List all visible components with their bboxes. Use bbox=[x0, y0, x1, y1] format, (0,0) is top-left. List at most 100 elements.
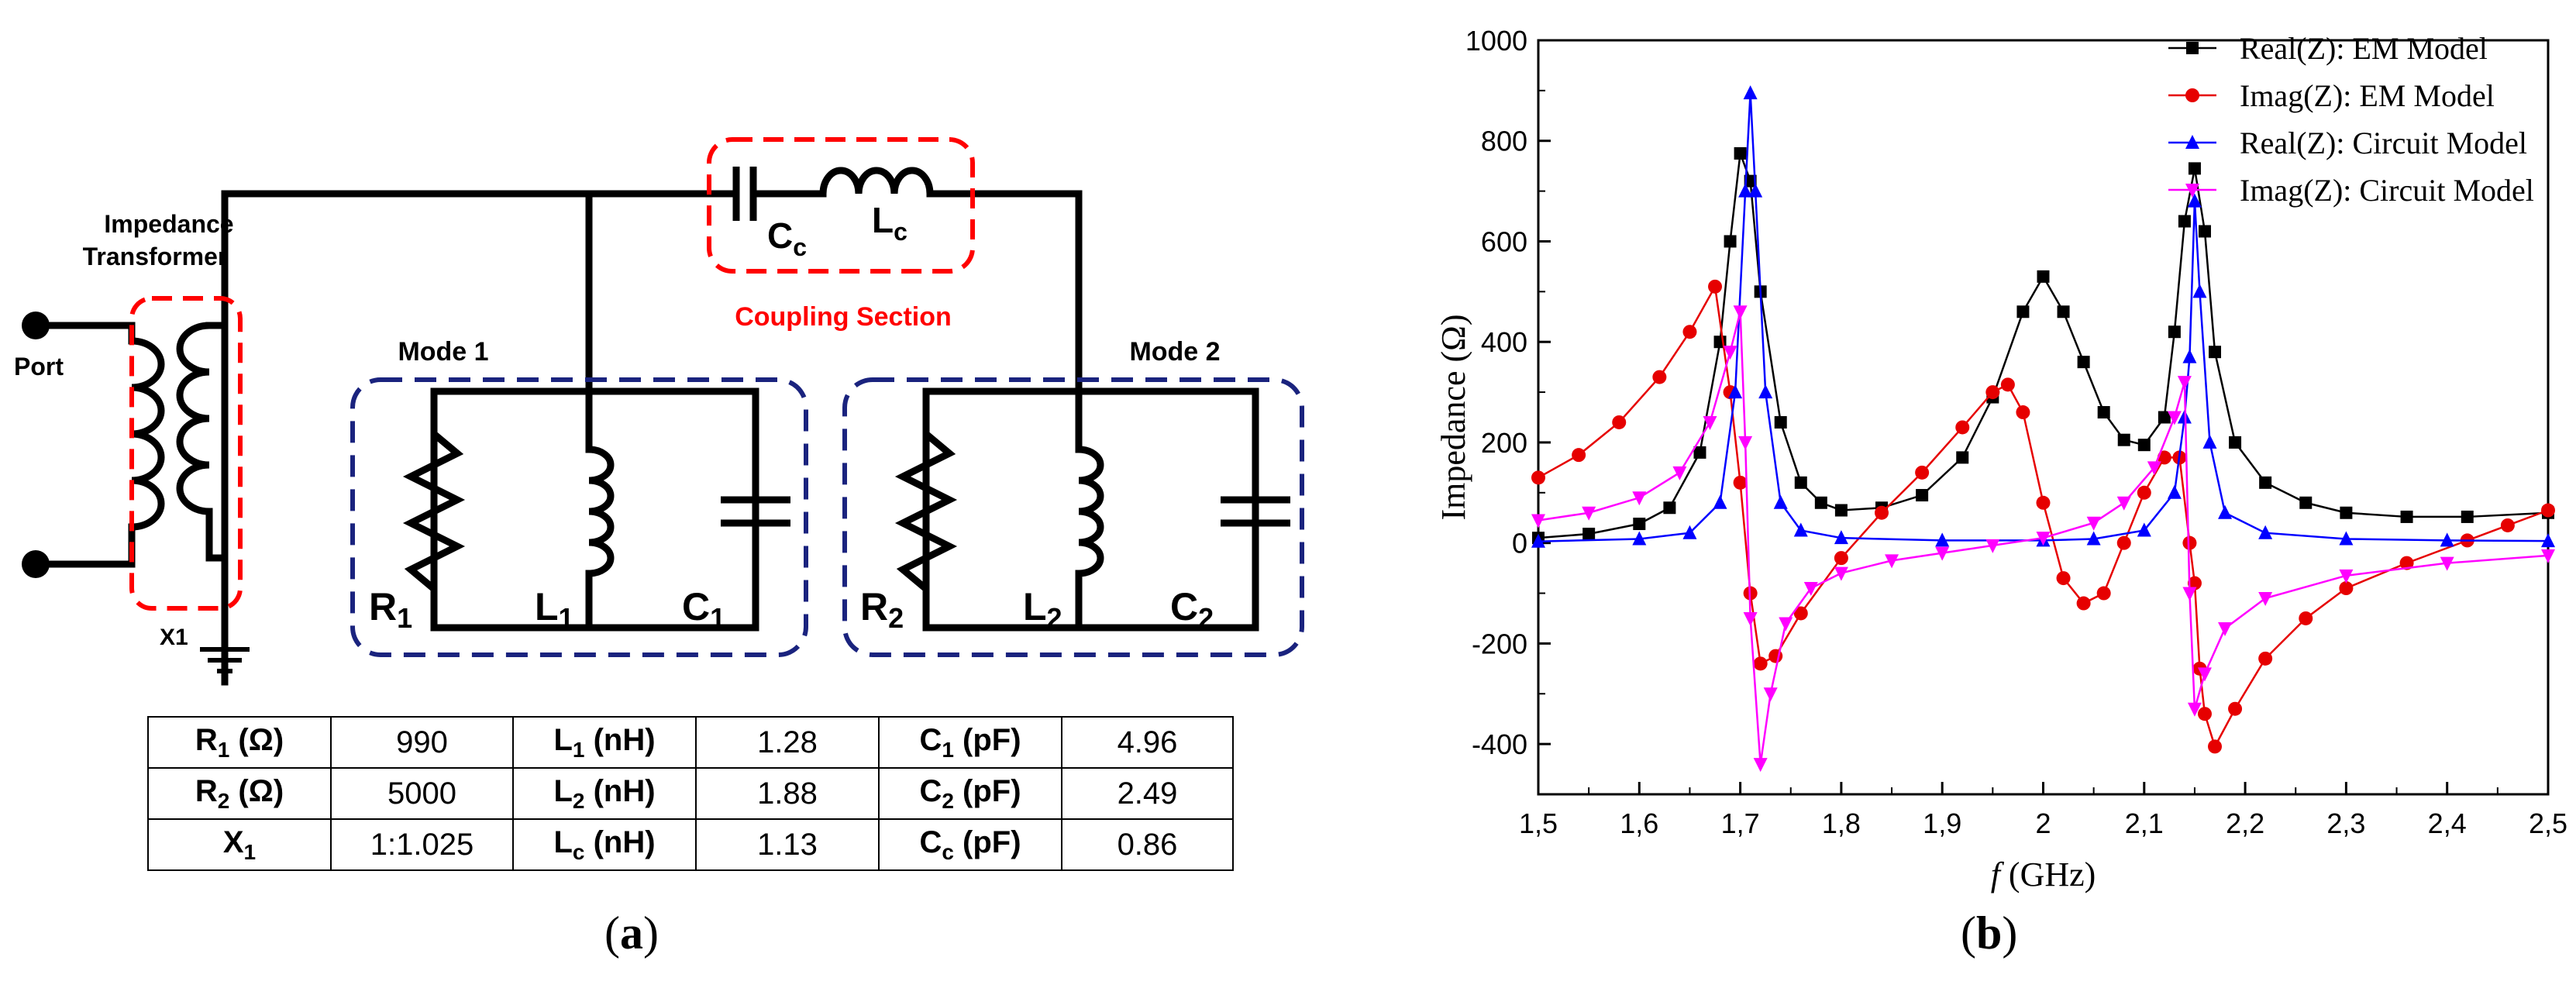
data-point bbox=[1738, 436, 1753, 450]
data-point bbox=[2258, 525, 2273, 539]
data-point bbox=[1652, 370, 1667, 384]
data-point bbox=[1738, 183, 1753, 198]
data-point bbox=[2187, 576, 2202, 590]
data-point bbox=[2182, 349, 2197, 363]
component-label-c1: C1 bbox=[682, 585, 725, 634]
data-point bbox=[1916, 489, 1929, 502]
data-point bbox=[2157, 450, 2171, 465]
data-point bbox=[2168, 325, 2181, 339]
data-point bbox=[1803, 582, 1818, 597]
data-point bbox=[2158, 411, 2171, 424]
data-point bbox=[1779, 617, 1793, 632]
legend-marker bbox=[2186, 42, 2199, 54]
parameter-table: R1 (Ω) 990 L1 (nH) 1.28 C1 (pF) 4.96 R2 (Ω) 500… bbox=[147, 716, 1234, 871]
table-value-cell: 0.86 bbox=[1061, 818, 1234, 871]
data-point bbox=[1744, 174, 1757, 188]
table-value-cell: 2.49 bbox=[1061, 767, 1234, 820]
table-key-cell: Lc (nH) bbox=[512, 818, 697, 871]
data-point bbox=[1915, 465, 1930, 480]
component-label-l2: L2 bbox=[1023, 585, 1062, 634]
data-point bbox=[1582, 506, 1596, 521]
data-point bbox=[2137, 485, 2151, 500]
data-point bbox=[1612, 415, 1627, 429]
coupling-capacitor-symbol bbox=[732, 167, 757, 221]
y-tick-label: -400 bbox=[1472, 728, 1527, 760]
x-tick-label: 2,1 bbox=[2125, 807, 2164, 839]
data-point bbox=[2258, 651, 2273, 666]
data-point bbox=[1572, 448, 1586, 463]
table-row: R1 (Ω) 990 L1 (nH) 1.28 C1 (pF) 4.96 bbox=[147, 716, 1234, 769]
data-point bbox=[2177, 376, 2192, 391]
data-point bbox=[2440, 532, 2454, 547]
main-wire bbox=[221, 190, 725, 686]
data-point bbox=[1633, 518, 1646, 531]
data-point bbox=[1885, 554, 1899, 569]
table-value-cell: 1.13 bbox=[695, 818, 880, 871]
port-terminal-bottom bbox=[22, 550, 50, 578]
y-tick-label: 0 bbox=[1512, 528, 1527, 559]
data-point bbox=[1753, 758, 1768, 773]
legend-entry: Real(Z): Circuit Model bbox=[2240, 126, 2527, 160]
y-tick-label: 800 bbox=[1481, 126, 1527, 157]
panel-label-a: (a) bbox=[604, 907, 659, 959]
data-point bbox=[1814, 496, 1827, 509]
impedance-transformer-label-line2: Transformer bbox=[83, 243, 228, 270]
component-label-l1: L1 bbox=[535, 585, 574, 634]
series-line-0 bbox=[1538, 153, 2549, 539]
y-axis-label: Impedance (Ω) bbox=[1434, 315, 1472, 521]
x-tick-label: 1,7 bbox=[1721, 807, 1760, 839]
secondary-coil bbox=[176, 322, 213, 558]
data-point bbox=[2340, 506, 2353, 519]
data-point bbox=[2147, 461, 2161, 476]
legend-marker bbox=[2185, 135, 2199, 149]
data-point bbox=[2056, 571, 2071, 586]
data-point bbox=[1793, 522, 1808, 537]
legend-entry: Imag(Z): Circuit Model bbox=[2240, 173, 2534, 208]
data-point bbox=[2057, 305, 2070, 318]
data-point bbox=[2299, 611, 2313, 625]
mode1-capacitor-symbol bbox=[721, 496, 790, 527]
table-key-cell: R2 (Ω) bbox=[147, 767, 332, 820]
y-tick-label: 1000 bbox=[1465, 25, 1527, 57]
data-point bbox=[2197, 667, 2212, 682]
data-point bbox=[2229, 436, 2242, 449]
data-point bbox=[2076, 596, 2091, 611]
data-point bbox=[1774, 415, 1787, 429]
data-point bbox=[2208, 739, 2223, 754]
data-point bbox=[2178, 215, 2191, 228]
table-value-cell: 4.96 bbox=[1061, 716, 1234, 769]
data-point bbox=[1723, 346, 1737, 360]
table-key-cell: Cc (pF) bbox=[878, 818, 1062, 871]
data-point bbox=[1733, 475, 1748, 490]
data-point bbox=[2461, 510, 2474, 523]
data-point bbox=[2339, 531, 2354, 546]
table-value-cell: 5000 bbox=[330, 767, 514, 820]
data-point bbox=[2016, 405, 2030, 420]
data-point bbox=[1763, 687, 1778, 702]
data-point bbox=[2500, 518, 2515, 532]
x-tick-label: 2,3 bbox=[2326, 807, 2365, 839]
data-point bbox=[2209, 346, 2222, 359]
table-key-cell: R1 (Ω) bbox=[147, 716, 332, 769]
mode2-resistor-symbol bbox=[894, 431, 958, 628]
data-point bbox=[2202, 434, 2217, 449]
data-point bbox=[2137, 439, 2151, 452]
ground-symbol bbox=[200, 647, 250, 673]
x-tick-label: 1,8 bbox=[1822, 807, 1861, 839]
legend-entry: Imag(Z): EM Model bbox=[2240, 78, 2495, 113]
y-tick-label: 400 bbox=[1481, 326, 1527, 358]
coupling-section-box bbox=[707, 137, 975, 274]
data-point bbox=[2086, 531, 2101, 546]
data-point bbox=[2258, 592, 2273, 607]
component-label-c2: C2 bbox=[1170, 585, 1214, 634]
table-value-cell: 990 bbox=[330, 716, 514, 769]
y-tick-label: -200 bbox=[1472, 628, 1527, 659]
port-wire-bottom bbox=[35, 546, 136, 568]
mode1-label: Mode 1 bbox=[398, 337, 488, 367]
data-point bbox=[2197, 707, 2212, 721]
x-tick-label: 2,4 bbox=[2428, 807, 2467, 839]
y-tick-label: 200 bbox=[1481, 427, 1527, 459]
data-point bbox=[1582, 527, 1596, 540]
data-point bbox=[2036, 532, 2051, 546]
x-tick-label: 1,5 bbox=[1519, 807, 1558, 839]
